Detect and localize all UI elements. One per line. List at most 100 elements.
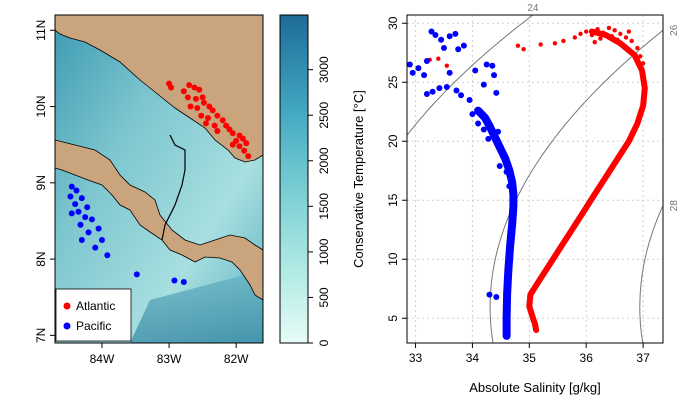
border-line — [161, 134, 186, 241]
map-x-tick-label: 82W — [224, 352, 249, 366]
legend-pacific-marker — [63, 322, 71, 330]
map-legend: Atlantic Pacific — [55, 288, 132, 342]
atlantic-ts-point — [635, 45, 640, 51]
depth-colorbar: 0 500 1000 1500 2000 2500 3000 — [279, 14, 331, 346]
atlantic-ts-point — [515, 43, 521, 48]
atlantic-station-point — [245, 153, 252, 160]
legend-pacific-label: Pacific — [76, 319, 111, 333]
atlantic-ts-point — [595, 26, 600, 32]
atlantic-station-point — [187, 103, 194, 110]
atlantic-station-point — [186, 82, 193, 89]
pacific-ts-point — [460, 42, 467, 49]
pacific-ts-point — [497, 144, 504, 151]
atlantic-ts-point — [612, 28, 617, 33]
density-contour-28 — [639, 204, 663, 343]
ts-y-axis: 5 10 15 20 25 30 — [386, 16, 407, 322]
map-panel: 84W 83W 82W 11N 10N 9N 8N 7N Atlantic Pacific — [34, 14, 264, 366]
ts-y-tick-label: 15 — [386, 193, 400, 207]
pacific-ts-point — [446, 33, 453, 40]
atlantic-station-point — [200, 99, 207, 106]
atlantic-station-point — [236, 143, 243, 150]
atlantic-station-point — [192, 95, 199, 102]
atlantic-ts-point — [615, 37, 620, 42]
pacific-ts-point — [503, 168, 510, 175]
pacific-ts-point — [483, 61, 490, 68]
ts-y-tick-label: 20 — [386, 134, 400, 148]
pacific-station-point — [68, 210, 75, 217]
pacific-station-point — [67, 193, 74, 200]
atlantic-station-point — [184, 94, 191, 101]
pacific-ts-point — [415, 65, 422, 72]
pacific-station-point — [85, 229, 92, 236]
pacific-ts-point — [428, 28, 435, 35]
colorbar-tick-label: 2500 — [317, 102, 331, 129]
map-y-axis: 11N 10N 9N 8N 7N — [34, 20, 55, 343]
pacific-station-point — [92, 244, 99, 251]
pacific-station-point — [73, 187, 80, 194]
atlantic-ts-point — [618, 31, 623, 37]
colorbar-tick-label: 1500 — [317, 193, 331, 220]
density-labels: 2022242628 — [527, 3, 680, 212]
pacific-station-point — [68, 183, 75, 190]
pacific-ts-point — [455, 46, 462, 53]
deep-sea-shading — [130, 270, 263, 343]
pacific-station-point — [88, 216, 95, 223]
pacific-ts-point — [453, 87, 460, 94]
colorbar-tick-label: 1000 — [317, 238, 331, 265]
colorbar-tick-label: 2000 — [317, 147, 331, 174]
pacific-ts-point — [409, 69, 416, 76]
atlantic-station-point — [229, 141, 236, 148]
ts-x-tick-label: 35 — [523, 351, 537, 365]
map-frame — [54, 14, 264, 344]
atlantic-ts-point — [561, 38, 566, 44]
atlantic-station-point — [243, 140, 250, 147]
atlantic-ts-point — [609, 34, 614, 39]
atlantic-station-point — [196, 86, 203, 93]
pacific-ts-point — [436, 85, 443, 92]
atlantic-ts-point — [623, 35, 629, 40]
pacific-station-point — [180, 278, 187, 285]
pacific-station-point — [171, 277, 178, 284]
atlantic-ts-point — [601, 30, 606, 35]
colorbar-tick-label: 500 — [317, 287, 331, 307]
ts-x-tick-label: 36 — [580, 351, 594, 365]
atlantic-ts-point — [638, 54, 643, 59]
pacific-ts-point — [506, 183, 513, 190]
pacific-ts-point — [423, 58, 430, 65]
atlantic-ts-point — [552, 41, 558, 46]
atlantic-station-point — [211, 122, 218, 129]
pacific-station-point — [104, 252, 111, 259]
pacific-ts-point — [486, 291, 493, 298]
atlantic-station-point — [214, 112, 221, 119]
atlantic-ts-point — [538, 42, 543, 47]
atlantic-ts-point — [436, 56, 441, 61]
atlantic-ts-point — [584, 29, 589, 34]
pacific-ts-point — [458, 92, 465, 99]
pacific-ts-point — [493, 89, 500, 96]
atlantic-station-point — [241, 147, 248, 154]
atlantic-station-point — [194, 105, 201, 112]
pacific-ts-point — [421, 72, 428, 79]
atlantic-station-point — [202, 120, 209, 127]
pacific-station-point — [75, 208, 82, 215]
ts-x-tick-label: 37 — [636, 351, 650, 365]
atlantic-station-point — [209, 107, 216, 114]
atlantic-ts-point — [578, 31, 583, 37]
pacific-station-point — [78, 237, 85, 244]
colorbar-ticks: 0 500 1000 1500 2000 2500 3000 — [308, 56, 331, 346]
density-label-28: 28 — [669, 200, 680, 212]
ts-x-tick-label: 34 — [466, 351, 480, 365]
map-y-tick-label: 9N — [34, 175, 48, 190]
atlantic-ts-point — [592, 39, 597, 45]
pacific-ts-point — [469, 111, 476, 118]
pacific-ts-point — [438, 36, 445, 43]
pacific-station-point — [133, 271, 140, 278]
map-y-tick-label: 8N — [34, 251, 48, 266]
ts-y-tick-label: 25 — [386, 75, 400, 89]
pacific-station-point — [82, 214, 89, 221]
atlantic-station-point — [199, 94, 206, 101]
colorbar-ramp — [279, 14, 309, 344]
pacific-ts-point — [440, 45, 447, 52]
ts-x-axis-label: Absolute Salinity [g/kg] — [469, 380, 601, 395]
